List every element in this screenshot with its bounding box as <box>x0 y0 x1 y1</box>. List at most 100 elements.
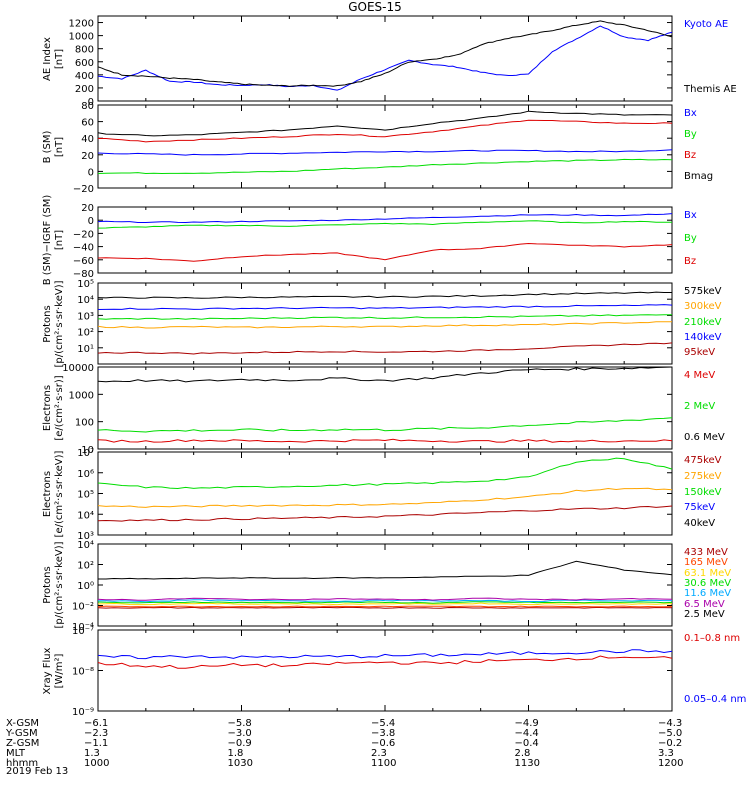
panel-frame <box>97 451 673 536</box>
series-line-1-1 <box>97 158 673 175</box>
ephemeris-label: hhmm <box>6 758 39 769</box>
y-axis-label: [nT] <box>54 136 65 157</box>
legend-entry: 0.6 MeV <box>684 432 725 443</box>
y-axis-label: B (SM) <box>42 130 53 163</box>
ephemeris-value: −6.1 <box>84 718 109 729</box>
legend-entry: 140keV <box>684 331 722 343</box>
y-tick-label: 0 <box>88 97 94 108</box>
ephemeris-value: −0.2 <box>658 738 683 749</box>
y-tick-label: 10000 <box>62 363 94 374</box>
y-tick-label: −40 <box>73 243 94 254</box>
y-axis-label: [e/(cm²·s·sr)] <box>54 375 65 441</box>
y-tick-label: 80 <box>81 101 94 112</box>
ephemeris-label: Z-GSM <box>6 738 40 749</box>
legend-entry: 75keV <box>684 502 716 514</box>
legend-entry: 11.6 MeV <box>684 588 732 600</box>
ephemeris-value: 1200 <box>658 758 684 769</box>
y-tick-label: 10⁴ <box>77 295 94 306</box>
ephemeris-value: −5.0 <box>658 728 683 739</box>
page-title: GOES-15 <box>348 0 402 14</box>
series-line-6-3 <box>97 601 673 604</box>
legend-entry: By <box>684 233 697 244</box>
ephemeris-value: 1100 <box>371 758 397 769</box>
series-line-2-0 <box>97 213 673 224</box>
y-tick-label: 0 <box>88 216 94 227</box>
y-tick-label: 10⁶ <box>77 469 94 480</box>
y-tick-label: 20 <box>81 203 94 214</box>
series-line-0-0 <box>97 25 673 91</box>
legend-entry: Bz <box>684 150 697 161</box>
ephemeris-value: −1.1 <box>84 738 109 749</box>
y-axis-label: AE Index <box>42 36 53 81</box>
series-line-3-2 <box>97 314 673 320</box>
y-tick-label: −20 <box>73 184 94 195</box>
panel-frame <box>97 206 673 274</box>
y-axis-label: [p/(cm²·s·sr·keV)] <box>54 541 65 629</box>
ephemeris-value: −0.6 <box>371 738 396 749</box>
legend-entry: By <box>684 129 697 140</box>
y-tick-label: 60 <box>81 118 94 129</box>
y-tick-label: 10 <box>81 445 94 456</box>
legend-entry: Bx <box>684 108 697 119</box>
legend-entry: 165 MeV <box>684 557 728 569</box>
series-line-3-3 <box>97 304 673 310</box>
panel-frame <box>97 629 673 712</box>
legend-entry: Bmag <box>684 171 714 182</box>
y-tick-label: 1000 <box>69 32 94 43</box>
series-line-6-4 <box>98 599 672 603</box>
legend-entry: 475keV <box>684 455 722 466</box>
series-line-2-2 <box>97 242 673 262</box>
y-tick-label: 20 <box>81 151 94 162</box>
y-tick-label: 10⁻⁷ <box>72 626 94 637</box>
series-line-3-4 <box>97 342 673 355</box>
y-tick-label: −20 <box>73 229 94 240</box>
legend-entry: 150keV <box>684 486 722 498</box>
series-line-4-2 <box>97 366 673 383</box>
panel-frame <box>97 366 673 450</box>
y-axis-label: Electrons <box>42 384 53 432</box>
y-tick-label: 10⁰ <box>77 581 94 592</box>
legend-entry: 300keV <box>684 301 722 313</box>
y-tick-label: 10⁴ <box>77 540 94 551</box>
ephemeris-value: 2.8 <box>514 748 531 759</box>
series-line-6-6 <box>98 560 673 580</box>
panel-frame <box>97 15 673 102</box>
legend-entry: 95keV <box>684 347 716 358</box>
series-line-4-1 <box>97 417 673 433</box>
series-line-0-1 <box>97 20 673 87</box>
legend-entry: Kyoto AE <box>684 19 729 30</box>
ephemeris-value: −3.0 <box>227 728 252 739</box>
y-axis-label: Protons <box>42 304 53 343</box>
y-tick-label: 10¹ <box>77 344 94 355</box>
series-line-6-0 <box>97 606 673 609</box>
y-axis-label: [p/(cm²·s·sr·keV)] <box>54 279 65 368</box>
series-line-5-0 <box>97 505 673 522</box>
ephemeris-value: −2.3 <box>84 728 109 739</box>
series-line-2-1 <box>97 220 672 229</box>
y-axis-label: B (SM)−IGRF (SM) <box>42 194 53 286</box>
y-tick-label: 10⁵ <box>77 490 94 501</box>
y-tick-label: −80 <box>73 269 94 280</box>
series-line-6-2 <box>97 602 673 606</box>
y-tick-label: 10³ <box>77 311 94 322</box>
ephemeris-label: MLT <box>6 748 25 759</box>
y-tick-label: −60 <box>73 256 94 267</box>
legend-entry: 433 MeV <box>684 547 728 558</box>
y-axis-label: [nT] <box>54 229 65 251</box>
series-line-4-0 <box>97 438 673 443</box>
series-line-7-0 <box>97 655 673 669</box>
y-tick-label: 10⁻⁹ <box>72 707 94 718</box>
series-line-1-3 <box>97 110 673 137</box>
legend-entry: 575keV <box>684 286 722 297</box>
legend-entry: 6.5 MeV <box>684 598 725 610</box>
ephemeris-value: 1030 <box>227 758 253 769</box>
y-tick-label: 10² <box>77 561 94 572</box>
series-line-5-2 <box>97 457 673 490</box>
ephemeris-value: −4.4 <box>514 728 539 739</box>
ephemeris-value: −0.9 <box>227 738 252 749</box>
legend-entry: 0.1–0.8 nm <box>684 633 741 644</box>
series-line-3-1 <box>97 321 673 329</box>
series-line-1-0 <box>97 149 673 156</box>
y-axis-label: Protons <box>42 566 53 604</box>
